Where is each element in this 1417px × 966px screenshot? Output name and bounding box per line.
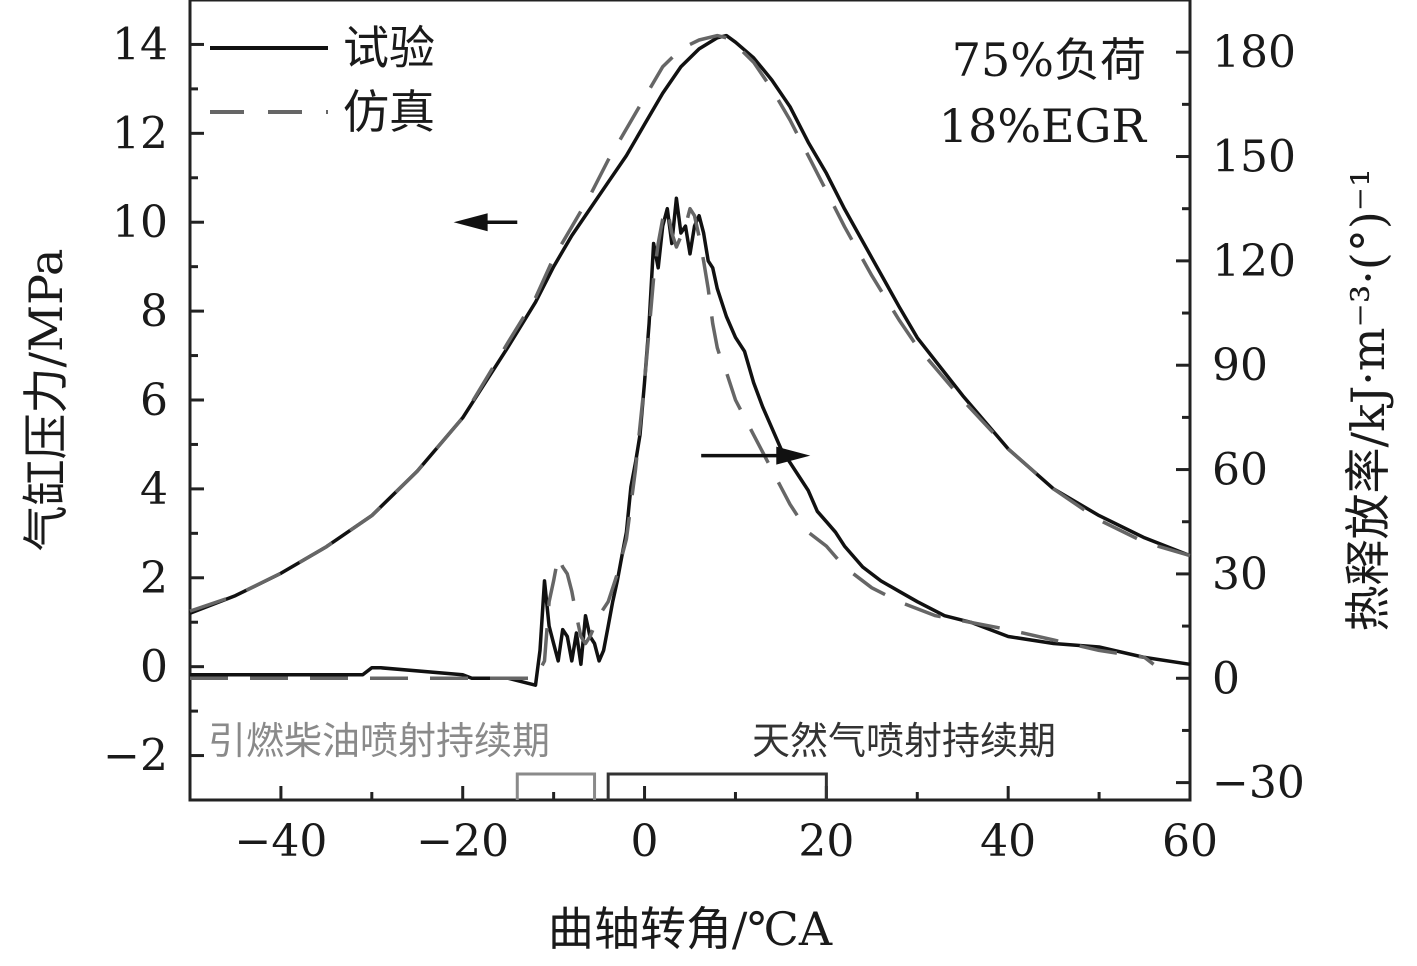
period-brackets	[515, 772, 828, 800]
annotation-load: 75%负荷	[952, 33, 1146, 87]
arrow-head-right-axis	[776, 446, 811, 465]
y-left-tick-label: −2	[103, 731, 168, 782]
y-right-tick-label: 90	[1212, 340, 1268, 391]
annotation-egr: 18%EGR	[939, 99, 1148, 153]
x-tick-label: 0	[631, 816, 659, 867]
y-left-tick-label: 12	[112, 108, 168, 159]
x-tick-label: −40	[234, 816, 327, 867]
period-bracket-gas	[606, 772, 828, 800]
y-left-tick-label: 14	[112, 19, 168, 70]
y-right-tick-label: 180	[1212, 27, 1296, 78]
y-right-tick-label: 120	[1212, 236, 1296, 287]
x-tick-label: −20	[416, 816, 509, 867]
y-left-tick-label: 8	[140, 286, 168, 337]
x-tick-label: 60	[1162, 816, 1218, 867]
y-left-tick-label: 6	[140, 375, 168, 426]
period-label-diesel: 引燃柴油喷射持续期	[208, 719, 550, 763]
y-right-tick-label: 0	[1212, 653, 1240, 704]
series-simulation-right	[190, 206, 1155, 681]
series-experiment-right	[190, 196, 1191, 687]
period-bracket-diesel	[515, 772, 597, 800]
tick-labels: −40 −20 0 20 40 60−202468101214−3003060901201…	[103, 19, 1305, 867]
x-tick-label: 40	[980, 816, 1036, 867]
y-left-axis-title: 气缸压力/MPa	[19, 249, 73, 552]
y-right-tick-label: 60	[1212, 445, 1268, 496]
series-lines	[189, 33, 1191, 687]
direction-arrows	[453, 213, 811, 465]
legend-label-simulation: 仿真	[343, 85, 435, 139]
arrow-head-left-axis	[453, 213, 488, 232]
legend-label-experiment: 试验	[343, 21, 435, 75]
x-axis-title: 曲轴转角/℃A	[548, 902, 833, 956]
y-left-tick-label: 4	[140, 464, 168, 515]
y-left-tick-label: 10	[112, 197, 168, 248]
x-tick-label: 20	[798, 816, 854, 867]
y-right-axis-title: 热释放率/kJ·m⁻³·(°)⁻¹	[1341, 168, 1395, 631]
y-left-tick-label: 0	[140, 642, 168, 693]
y-right-tick-label: 150	[1212, 132, 1296, 183]
axis-ticks	[188, 0, 1192, 802]
y-right-tick-label: 30	[1212, 549, 1268, 600]
series-simulation-left	[189, 33, 1191, 613]
y-right-tick-label: −30	[1212, 758, 1305, 809]
period-label-gas: 天然气喷射持续期	[752, 719, 1056, 763]
y-left-tick-label: 2	[140, 553, 168, 604]
legend: 试验 仿真	[210, 21, 435, 139]
